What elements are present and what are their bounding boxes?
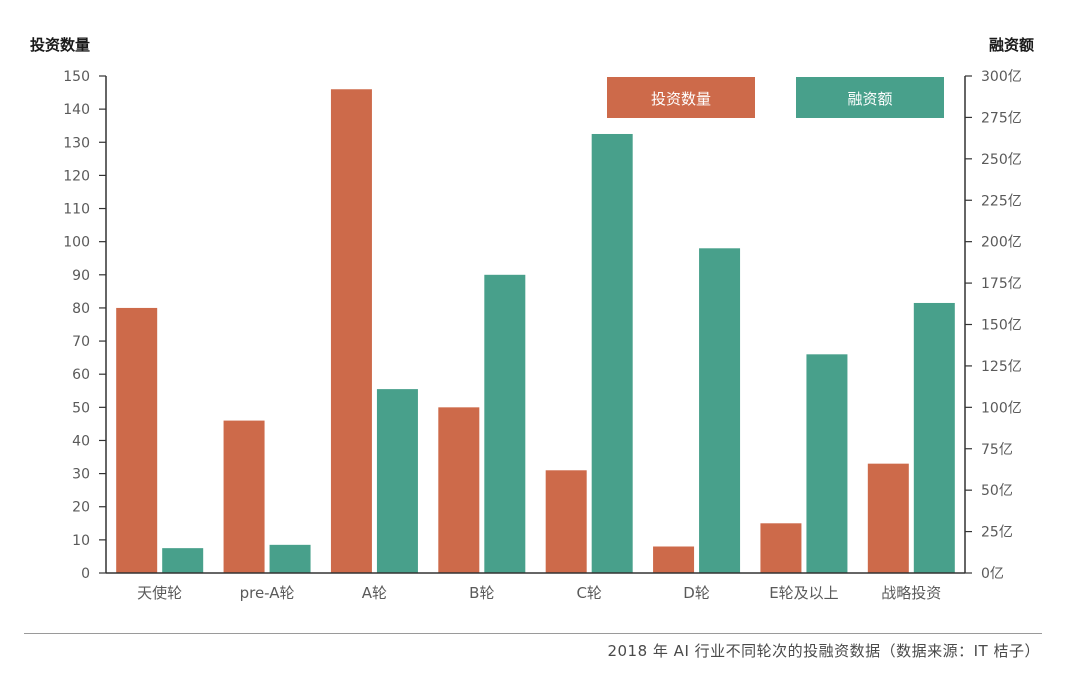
bar-count bbox=[653, 546, 695, 573]
bar-amount bbox=[376, 389, 418, 573]
chart-caption: 2018 年 AI 行业不同轮次的投融资数据（数据来源：IT 桔子） bbox=[607, 642, 1040, 660]
bar-count bbox=[760, 523, 802, 573]
left-tick-label: 60 bbox=[72, 367, 90, 383]
right-tick-label: 300亿 bbox=[981, 69, 1022, 85]
left-tick-label: 100 bbox=[63, 235, 90, 251]
bar-count bbox=[223, 420, 265, 573]
right-axis-title: 融资额 bbox=[989, 36, 1034, 54]
bar-count bbox=[545, 470, 587, 573]
left-tick-label: 130 bbox=[63, 135, 90, 151]
chart-canvas: 投资数量 融资额 0 10 20 30 40 50 60 70 80 90 100 110 120 130… bbox=[30, 36, 1034, 602]
bar-count bbox=[330, 89, 372, 574]
bar-amount bbox=[591, 133, 633, 573]
right-tick-label: 225亿 bbox=[981, 193, 1022, 209]
right-tick-label: 175亿 bbox=[981, 276, 1022, 292]
left-tick-label: 0 bbox=[81, 566, 90, 582]
left-tick-label: 80 bbox=[72, 301, 90, 317]
left-tick-label: 30 bbox=[72, 467, 90, 483]
right-tick-label: 25亿 bbox=[981, 525, 1013, 541]
right-tick-label: 150亿 bbox=[981, 318, 1022, 334]
left-tick-label: 110 bbox=[63, 202, 90, 218]
bar-amount bbox=[269, 544, 311, 573]
bar-amount bbox=[913, 302, 955, 573]
caption-divider bbox=[24, 633, 1042, 634]
left-tick-label: 120 bbox=[63, 168, 90, 184]
right-tick-label: 0亿 bbox=[981, 566, 1004, 582]
bar-count bbox=[116, 307, 158, 573]
left-tick-label: 150 bbox=[63, 69, 90, 85]
category-label: A轮 bbox=[362, 584, 387, 602]
bar-count bbox=[438, 407, 480, 573]
bar-amount bbox=[806, 354, 848, 573]
category-label: C轮 bbox=[576, 584, 601, 602]
left-tick-label: 50 bbox=[72, 400, 90, 416]
bar-count bbox=[867, 463, 909, 573]
left-tick-label: 10 bbox=[72, 533, 90, 549]
right-tick-label: 50亿 bbox=[981, 483, 1013, 499]
left-tick-label: 90 bbox=[72, 268, 90, 284]
category-label: 天使轮 bbox=[137, 584, 182, 602]
left-tick-label: 70 bbox=[72, 334, 90, 350]
legend-label-amount: 融资额 bbox=[847, 90, 892, 108]
right-tick-label: 250亿 bbox=[981, 152, 1022, 168]
left-tick-label: 20 bbox=[72, 500, 90, 516]
left-axis-title: 投资数量 bbox=[30, 36, 90, 54]
legend-swatch-count bbox=[607, 77, 755, 118]
right-tick-label: 200亿 bbox=[981, 235, 1022, 251]
category-label: pre-A轮 bbox=[240, 584, 295, 602]
category-label: B轮 bbox=[469, 584, 494, 602]
right-tick-label: 275亿 bbox=[981, 110, 1022, 126]
legend-label-count: 投资数量 bbox=[651, 90, 711, 108]
left-tick-label: 140 bbox=[63, 102, 90, 118]
category-label: 战略投资 bbox=[881, 584, 941, 602]
right-tick-label: 100亿 bbox=[981, 400, 1022, 416]
legend-swatch-amount bbox=[796, 77, 944, 118]
category-label: E轮及以上 bbox=[769, 584, 838, 602]
bar-amount bbox=[162, 548, 204, 573]
legend: 投资数量 融资额 bbox=[607, 77, 944, 118]
bar-amount bbox=[484, 274, 526, 573]
left-tick-label: 40 bbox=[72, 433, 90, 449]
bar-amount bbox=[699, 248, 741, 573]
category-label: D轮 bbox=[683, 584, 710, 602]
right-tick-label: 125亿 bbox=[981, 359, 1022, 375]
right-tick-label: 75亿 bbox=[981, 442, 1013, 458]
